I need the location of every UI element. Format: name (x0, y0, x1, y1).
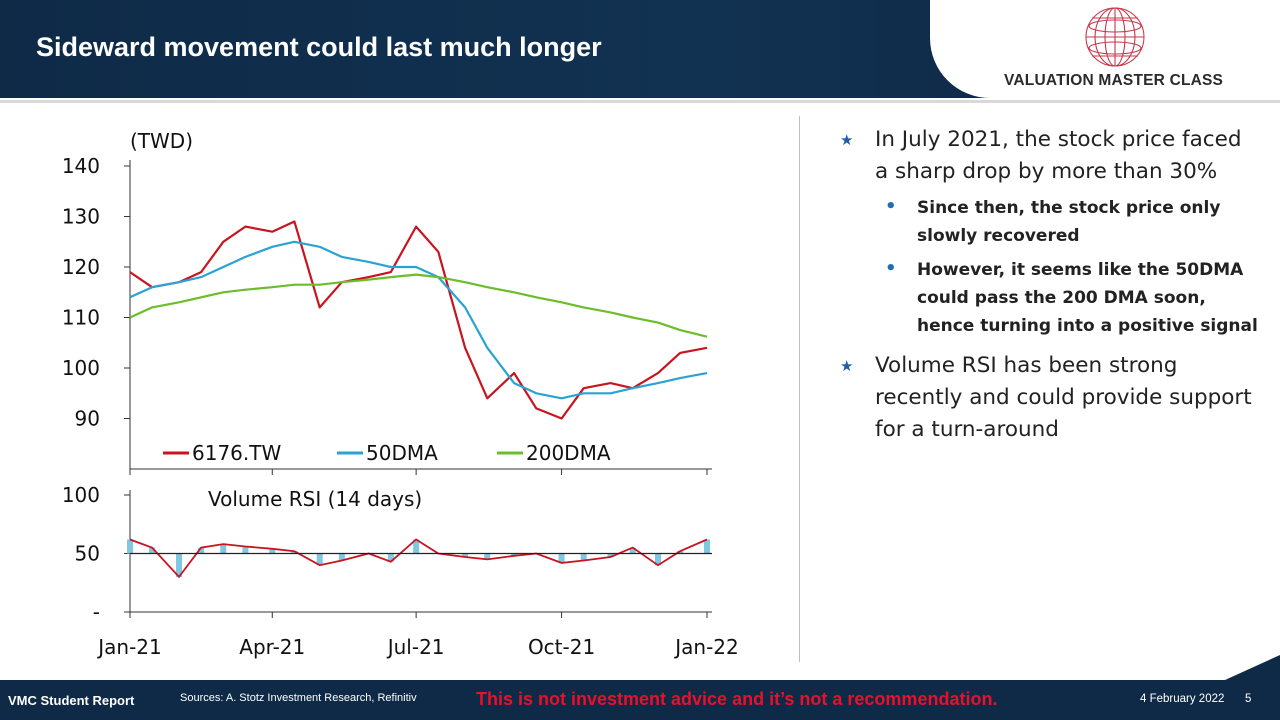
y-tick-label: 90 (75, 407, 100, 431)
rsi-bar (607, 553, 614, 558)
x-tick-label: Apr-21 (239, 635, 305, 659)
y-tick-label: 120 (62, 255, 100, 279)
y-tick-label: 100 (62, 356, 100, 380)
disclaimer: This is not investment advice and it’s n… (476, 689, 998, 709)
rsi-bar (176, 553, 183, 577)
rsi-series-line (129, 538, 708, 579)
bullet-sub: • However, it seems like the 50DMA could … (838, 256, 1258, 340)
legend-label: 6176.TW (192, 441, 281, 465)
rsi-bar (677, 551, 684, 554)
rsi-bar (242, 546, 249, 554)
x-tick-label: Jan-21 (96, 635, 162, 659)
rsi-bar (198, 547, 205, 554)
x-tick-label: Oct-21 (528, 635, 595, 659)
rsi-bar (387, 553, 394, 562)
dot-bullet-icon: • (885, 258, 897, 279)
rsi-title: Volume RSI (14 days) (208, 487, 422, 511)
legend-label: 50DMA (366, 441, 438, 465)
page-number: 5 (1245, 693, 1252, 705)
rsi-bar (654, 553, 661, 566)
rsi-bar (484, 553, 491, 560)
rsi-y-tick-label: 100 (62, 483, 100, 507)
page-title: Sideward movement could last much longer (36, 32, 602, 62)
rsi-bar (629, 547, 636, 554)
header-rule (0, 100, 1280, 103)
y-axis-label: (TWD) (130, 129, 193, 153)
price-series-line (129, 220, 708, 420)
footer-bar (0, 680, 1280, 720)
dma50-series-line (129, 240, 708, 400)
bullet-main: ★ Volume RSI has been strong recently and… (838, 350, 1258, 446)
x-tick-label: Jan-22 (673, 635, 739, 659)
report-label: VMC Student Report (8, 693, 135, 708)
y-tick-label: 130 (62, 205, 100, 229)
dot-bullet-icon: • (885, 196, 897, 217)
star-bullet-icon: ★ (840, 357, 854, 375)
y-tick-label: 140 (62, 154, 100, 178)
x-tick-label: Jul-21 (386, 635, 445, 659)
y-tick-label: 110 (62, 306, 100, 330)
rsi-bar (220, 544, 227, 554)
rsi-bar (704, 539, 710, 554)
rsi-bar (127, 539, 133, 554)
rsi-bar (269, 548, 276, 554)
dma200-series-line (129, 273, 708, 338)
legend-label: 200DMA (526, 441, 611, 465)
bullet-sub: • Since then, the stock price only slowly… (838, 194, 1258, 250)
rsi-bar (291, 551, 298, 554)
rsi-y-tick-label: 50 (75, 542, 100, 566)
bullet-main: ★ In July 2021, the stock price faced a s… (838, 124, 1258, 188)
rsi-bar (558, 553, 565, 563)
rsi-bar (413, 539, 420, 554)
globe-logo-icon (1085, 7, 1145, 67)
rsi-bar (511, 553, 518, 556)
rsi-bar (149, 547, 156, 554)
rsi-bar (338, 553, 345, 561)
rsi-bar (462, 553, 469, 558)
report-date: 4 February 2022 (1140, 693, 1225, 705)
sources-label: Sources: A. Stotz Investment Research, R… (180, 692, 417, 704)
footer-corner (1225, 655, 1280, 680)
logo-panel (930, 0, 1280, 98)
stock-chart: 140 130 120 110 100 90 (TWD) Jan-21 Apr-21 Jul-21… (62, 129, 739, 659)
logo-text: VALUATION MASTER CLASS (1004, 72, 1224, 89)
rsi-bar (316, 553, 323, 566)
vertical-divider (799, 116, 800, 662)
star-bullet-icon: ★ (840, 131, 854, 149)
rsi-y-tick-label: - (93, 600, 100, 624)
rsi-bar (580, 553, 587, 561)
commentary: ★ In July 2021, the stock price faced a s… (838, 124, 1258, 452)
